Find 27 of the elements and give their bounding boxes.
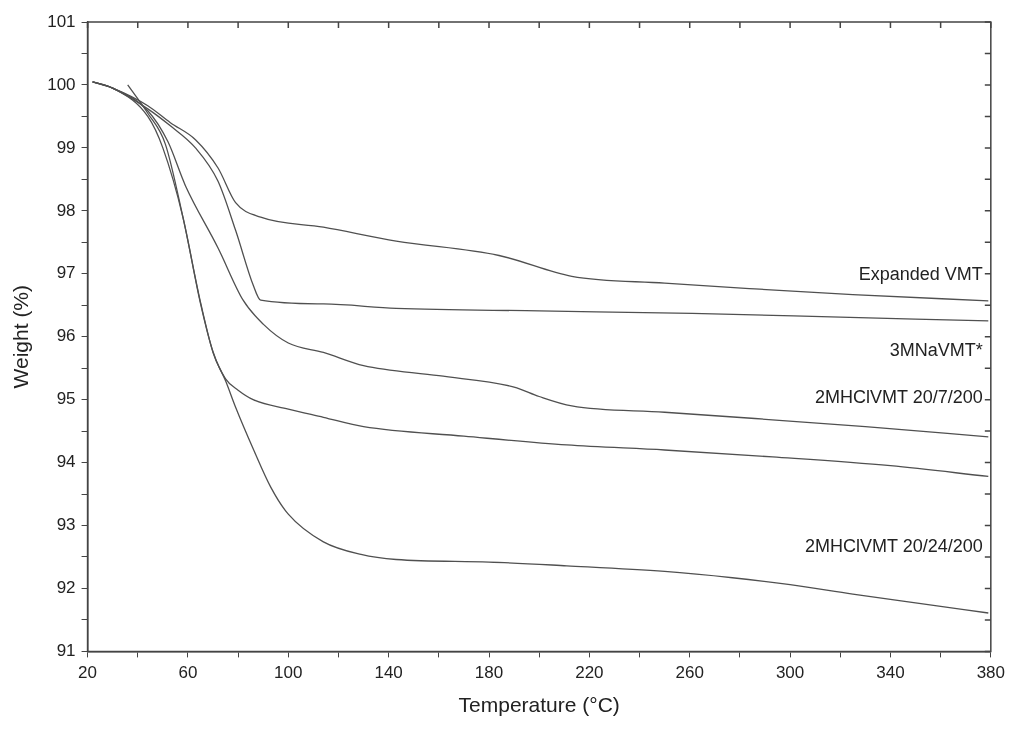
y-tick-label: 91	[56, 641, 76, 661]
y-tick-label: 100	[47, 74, 76, 94]
y-tick-label: 96	[56, 326, 76, 346]
y-tick-label: 97	[56, 263, 76, 283]
x-tick-label: 340	[876, 663, 905, 683]
y-tick-label: 92	[56, 578, 76, 598]
x-tick-label: 300	[775, 663, 805, 683]
x-tick-label: 260	[675, 663, 704, 683]
y-tick-label: 93	[56, 515, 76, 535]
legend-label: 2MHClVMT 20/7/200	[815, 386, 983, 407]
legend-label: 2MHClVMT 20/24/200	[805, 535, 983, 556]
y-tick-label: 95	[56, 389, 76, 409]
x-tick-label: 380	[976, 663, 1006, 683]
x-axis-title: Temperature (°C)	[458, 693, 620, 717]
y-tick-label: 94	[56, 452, 76, 472]
y-tick-label: 99	[56, 137, 76, 157]
legend-label: 3MNaVMT*	[889, 339, 983, 360]
x-tick-label: 100	[274, 663, 303, 683]
x-tick-label: 60	[178, 663, 198, 683]
y-axis-title: Weight (%)	[9, 284, 33, 389]
legend-label: Expanded VMT	[858, 263, 983, 284]
x-tick-label: 220	[575, 663, 604, 683]
y-tick-label: 98	[56, 200, 76, 220]
x-tick-label: 180	[474, 663, 504, 683]
x-tick-label: 20	[78, 663, 98, 683]
y-tick-label: 101	[47, 11, 76, 31]
x-tick-label: 140	[374, 663, 403, 683]
